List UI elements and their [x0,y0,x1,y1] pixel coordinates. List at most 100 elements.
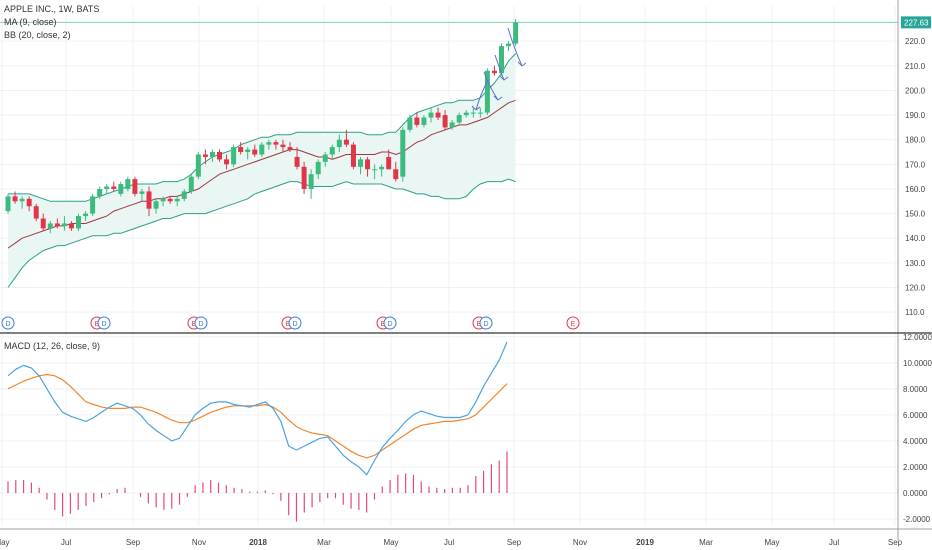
candle-body [61,223,67,226]
price-tick-label: 210.0 [905,62,926,71]
candle-body [97,188,103,197]
event-marker-circle [194,316,208,330]
price-tick-label: 190.0 [905,111,926,120]
candle-body [435,112,441,118]
time-tick-label: Mar [317,538,331,547]
macd-signal-line [7,373,508,459]
user-drawn-arrows [471,27,527,111]
price-candles [5,19,519,234]
price-tick-label: 170.0 [905,160,926,169]
time-tick-label: Sep [888,538,903,547]
candle-body [350,144,356,167]
price-tick-label: 220.0 [905,37,926,46]
candle-body [280,144,286,148]
drawn-arrow-curve [507,27,523,67]
candle-body [245,149,251,153]
macd-tick-label: 2.0000 [903,463,928,472]
candle-body [209,152,215,157]
candle-body [506,43,512,47]
candle-body [484,70,490,113]
price-tick-label: 180.0 [905,136,926,145]
time-tick-label: 2019 [636,538,654,547]
candle-body [442,115,448,128]
grid-lines [0,6,898,526]
macd-tick-label: 6.0000 [903,411,928,420]
macd-legend: MACD (12, 26, close, 9) [4,341,101,351]
event-marker-label: D [198,321,203,328]
macd-tick-label: 10.0000 [903,359,932,368]
event-marker-label: D [387,321,392,328]
candle-body [174,198,180,202]
bollinger-band-area [8,53,516,288]
candle-body [153,201,159,209]
candle-body [195,154,201,177]
last-price-label: 227.63 [904,18,929,27]
moving-average-line [7,99,516,249]
candle-body [104,186,110,189]
event-marker-label: E [381,321,386,328]
candle-body [125,179,131,189]
candle-body [266,142,272,145]
candle-body [315,161,321,175]
candle-body [470,112,476,114]
candle-body [386,156,392,170]
candle-body [188,176,194,192]
candle-body [238,147,244,153]
candle-body [118,184,124,194]
macd-tick-label: 0.0000 [903,489,928,498]
time-tick-label: Jul [61,538,71,547]
time-tick-label: Sep [507,538,522,547]
time-tick-label: Sep [126,538,141,547]
candle-body [111,186,117,189]
time-tick-label: Jul [444,538,454,547]
drawn-arrow-curve [475,79,489,111]
candle-body [132,179,138,194]
candle-body [202,154,208,157]
candle-body [139,191,145,194]
drawn-arrow-curve [483,71,499,101]
event-marker-label: E [192,321,197,328]
event-marker-circle [1,316,15,330]
candle-body [499,46,504,74]
candle-body [217,152,222,160]
price-tick-label: 160.0 [905,185,926,194]
candle-body [336,139,342,148]
event-marker-label: E [571,321,576,328]
macd-line [7,341,508,476]
event-marker-label: D [101,321,106,328]
candle-body [301,166,307,189]
candle-body [329,147,335,155]
drawn-arrow-head [493,95,503,101]
candle-body [12,196,18,202]
candle-body [308,174,314,189]
event-marker-circle [97,316,111,330]
candle-body [407,117,413,130]
candle-body [167,198,173,202]
candle-body [68,223,74,229]
bollinger-lower-line [7,178,516,288]
candle-body [146,191,152,209]
candle-body [90,196,96,214]
time-tick-label: Jul [829,538,839,547]
candle-body [76,216,81,229]
ma-legend: MA (9, close) [4,17,57,27]
candle-body [513,22,519,44]
candle-body [54,223,60,226]
candle-body [379,166,385,170]
candle-body [456,115,462,123]
candle-body [83,213,89,217]
candle-body [463,112,469,116]
candle-body [372,169,378,171]
macd-lines [7,341,508,476]
symbol-title: APPLE INC., 1W, BATS [4,4,100,14]
price-tick-label: 200.0 [905,86,926,95]
drawn-arrow-curve [494,54,505,81]
time-tick-label: 2018 [249,538,267,547]
candle-body [273,142,279,145]
candle-body [33,206,39,219]
candle-body [181,191,187,199]
ma-9-line [7,99,516,249]
event-marker-circle [383,316,397,330]
price-tick-label: 110.0 [905,308,925,317]
